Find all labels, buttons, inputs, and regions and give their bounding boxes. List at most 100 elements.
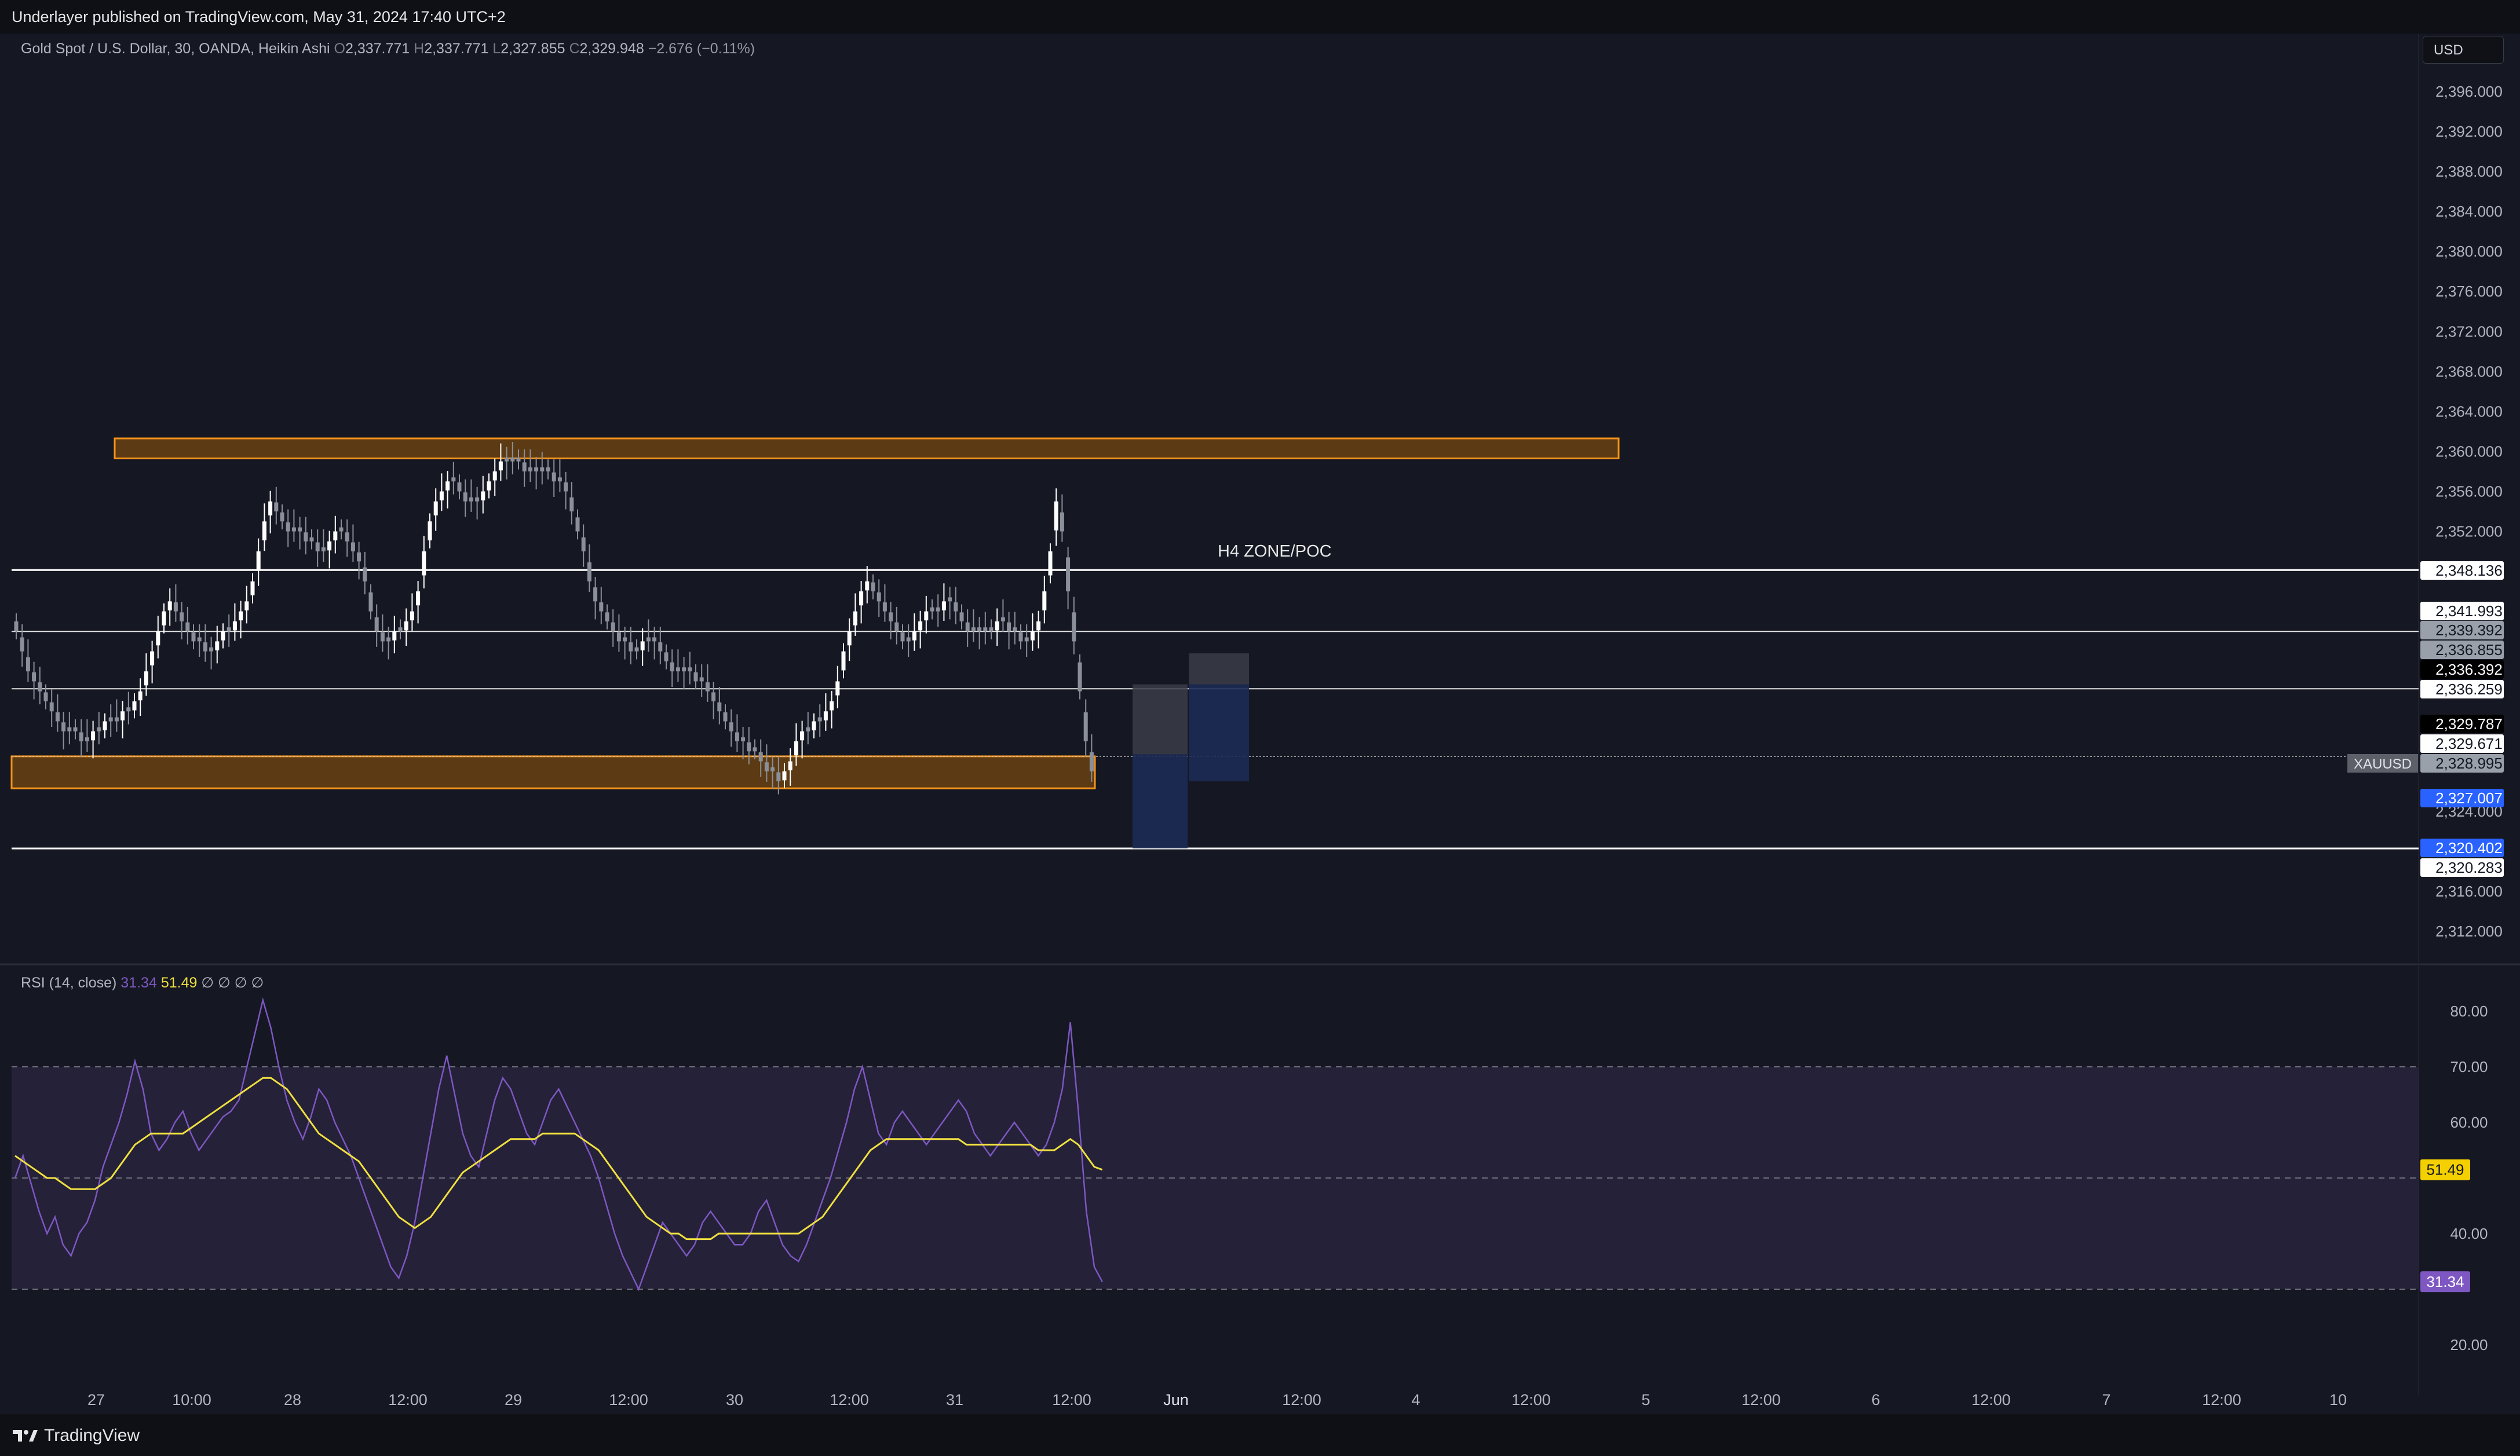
candle-body (315, 542, 320, 552)
candle-body (1072, 612, 1076, 642)
candle-body (664, 652, 669, 661)
candle-body (256, 551, 261, 570)
zone-label: H4 ZONE/POC (1218, 542, 1332, 561)
candle-body (634, 647, 639, 652)
candle-body (61, 722, 66, 731)
candle-body (823, 711, 828, 720)
price-tag-bg (2420, 715, 2504, 733)
candle-body (97, 727, 101, 731)
candle-body (487, 481, 491, 491)
tradingview-brand[interactable]: TradingView (12, 1426, 140, 1446)
time-axis-tick: 12:00 (1052, 1391, 1091, 1409)
candle-body (534, 467, 539, 471)
candle-body (865, 581, 870, 591)
candle-body (510, 457, 515, 462)
candle-body (552, 472, 556, 482)
rsi-axis-tick: 40.00 (2450, 1225, 2488, 1242)
ohlc-low-label: L (492, 41, 501, 57)
price-change: −2.676 (−0.11%) (648, 41, 755, 57)
candle-body (1018, 632, 1023, 642)
price-tag-label: 2,336.259 (2435, 681, 2503, 698)
symbol-tag-bg (2347, 754, 2418, 773)
ohlc-high-label: H (414, 41, 425, 57)
price-tag-label: 2,339.392 (2435, 621, 2503, 639)
price-axis-tick: 2,356.000 (2435, 482, 2503, 500)
candle-body (250, 581, 255, 595)
candle-body (841, 651, 846, 671)
price-tag-label: 2,329.671 (2435, 735, 2503, 752)
candle-body (286, 522, 290, 532)
price-tag-label: 2,336.392 (2435, 661, 2503, 678)
time-axis-tick: 6 (1871, 1391, 1880, 1409)
trade-box-gray-1 (1133, 684, 1188, 755)
candle-body (38, 682, 42, 692)
price-tag-label: 2,348.136 (2435, 562, 2503, 579)
candle-body (215, 641, 220, 650)
candle-body (150, 651, 155, 665)
candle-body (339, 527, 344, 532)
time-axis-tick: 12:00 (609, 1391, 648, 1409)
time-tag-label: 20:00 (2428, 771, 2463, 786)
time-axis-tick: 27 (87, 1391, 105, 1409)
price-axis-tick: 2,368.000 (2435, 363, 2503, 380)
candle-body (209, 647, 214, 652)
price-tag-label: 2,327.007 (2435, 789, 2503, 807)
price-tag-label: 2,341.993 (2435, 602, 2503, 620)
candle-body (616, 632, 621, 642)
candle-body (741, 737, 746, 742)
candle-body (954, 602, 958, 612)
candle-body (398, 627, 403, 632)
candle-body (1089, 752, 1094, 771)
time-axis-tick: 4 (1411, 1391, 1420, 1409)
candle-body (333, 531, 338, 541)
candle-body (386, 637, 391, 642)
currency-selector[interactable]: USD (2423, 36, 2504, 64)
top-bar: Underlayer published on TradingView.com,… (0, 0, 2520, 34)
rsi-ma-value: 51.49 (160, 975, 198, 991)
candle-body (882, 602, 887, 612)
candle-body (114, 717, 119, 722)
rsi-line (14, 997, 1103, 1292)
candle-body (705, 682, 710, 692)
price-tag-bg (2420, 789, 2504, 807)
symbol-legend: Gold Spot / U.S. Dollar, 30, OANDA, Heik… (21, 41, 755, 57)
price-tag-label: 2,320.283 (2435, 859, 2503, 876)
candle-body (108, 717, 113, 722)
candle-body (180, 612, 184, 621)
candle-body (197, 637, 202, 642)
chart-canvas[interactable]: 2,396.000 2,392.000 2,388.000 2,384.000 2,38… (0, 0, 2520, 1414)
candle-body (132, 701, 137, 711)
price-axis-tick: 2,312.000 (2435, 923, 2503, 940)
price-tag-label: 2,329.787 (2435, 715, 2503, 733)
time-axis-tick: 28 (284, 1391, 301, 1409)
candle-body (85, 737, 89, 742)
symbol-description: Gold Spot / U.S. Dollar, 30, OANDA, Heik… (21, 41, 330, 57)
candle-body (900, 632, 905, 642)
candle-body (941, 601, 946, 610)
time-axis: 27 10:00 28 12:00 29 12:00 30 12:00 31 12:00 Jun 12… (87, 1391, 2347, 1409)
candle-body (930, 607, 934, 612)
candle-body (32, 672, 36, 682)
time-axis-tick: 10 (2329, 1391, 2347, 1409)
candle-body (404, 621, 408, 631)
rsi-axis: 80.00 70.00 60.00 40.00 20.00 (2450, 1003, 2488, 1353)
candle-body (357, 552, 361, 562)
candle-body (948, 597, 952, 602)
price-tag-bg (2420, 734, 2504, 753)
ohlc-close-label: C (569, 41, 580, 57)
candle-body (516, 457, 521, 462)
candle-body (918, 621, 923, 631)
rsi-axis-tick: 80.00 (2450, 1003, 2488, 1020)
candle-body (350, 542, 355, 552)
bottom-bar: TradingView (0, 1414, 2520, 1456)
candle-body (735, 732, 739, 742)
rsi-ma-line (14, 1077, 1103, 1241)
ohlc-close-value: 2,329.948 (579, 41, 644, 57)
candle-body (1048, 551, 1053, 576)
candle-body (912, 631, 916, 641)
candle-body (363, 567, 367, 581)
price-tag-label: 2,320.402 (2435, 839, 2503, 857)
price-tag-bg (2420, 641, 2504, 659)
candle-body (291, 527, 296, 532)
candle-body (244, 601, 249, 610)
